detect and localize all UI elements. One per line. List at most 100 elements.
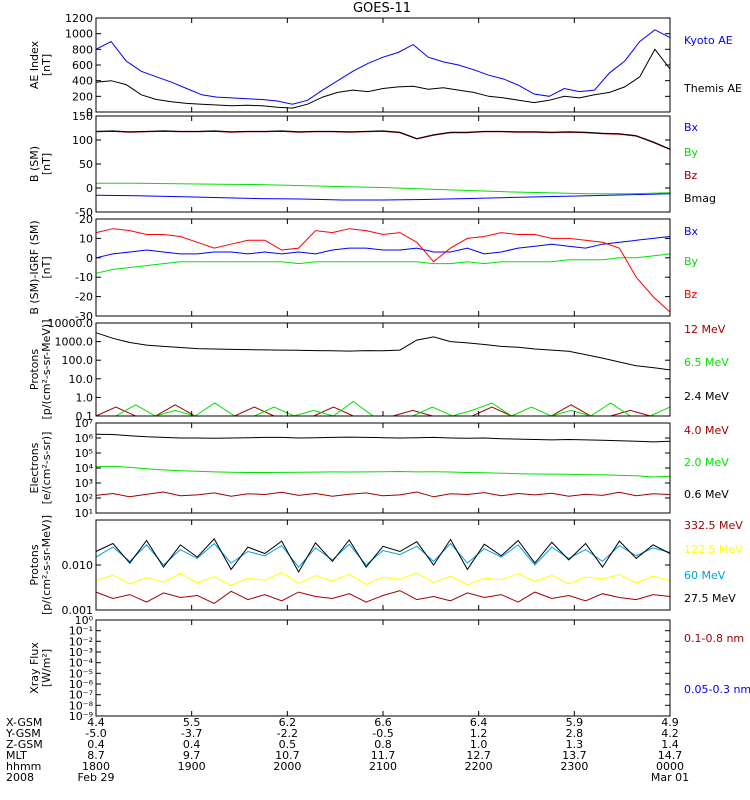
y-tick-label: 1200 — [65, 12, 93, 25]
x-axis-value: 4.2 — [661, 727, 679, 740]
panel-frame — [95, 619, 671, 717]
panel-frame — [95, 17, 671, 113]
y-tick-label: 10⁻⁹ — [69, 710, 93, 723]
x-axis-row-label: 2008 — [6, 771, 34, 784]
series-line-bmag — [95, 130, 671, 150]
x-axis-row-label: MLT — [6, 749, 27, 762]
y-axis-label: Protons — [28, 544, 41, 585]
y-axis-label: [e/(cm²-s-sr)] — [40, 432, 53, 505]
x-axis-value: -5.0 — [85, 727, 106, 740]
legend-332-5-mev: 332.5 MeV — [684, 519, 743, 532]
x-axis-table: X-GSM 4.4 5.5 6.2 6.6 6.4 5.9 4.9 Y-GSM -5.0 -3.7 -… — [5, 716, 689, 784]
y-tick-label: 10 — [79, 232, 93, 245]
y-tick-label: -10 — [75, 271, 93, 284]
legend-60-mev: 60 MeV — [684, 569, 726, 582]
legend-122-5-mev: 122.5 MeV — [684, 543, 743, 556]
x-axis-value: 2000 — [273, 760, 301, 773]
legend-0-1-0-8-nm: 0.1-0.8 nm — [684, 632, 744, 645]
y-axis-label: Xray Flux — [28, 642, 41, 694]
x-axis-value: 6.2 — [279, 716, 297, 729]
y-tick-label: 10⁶ — [75, 432, 94, 445]
y-tick-label: 50 — [79, 158, 93, 171]
panel-6: 0.001 0.010 332.5 MeV 122.5 MeV 60 MeV 27.5 M… — [28, 515, 743, 617]
y-tick-label: 20 — [79, 213, 93, 226]
x-axis-value: 1.0 — [470, 738, 488, 751]
y-tick-label: 0 — [86, 106, 93, 119]
x-axis-value: 0.4 — [183, 738, 201, 751]
series-line-0-6-mev — [95, 433, 671, 443]
x-axis-value: 0.8 — [374, 738, 392, 751]
y-axis-label: B (SM) — [28, 146, 41, 182]
y-tick-label: 10⁻⁷ — [69, 689, 93, 702]
series-line-bx — [95, 236, 671, 259]
x-axis-value: 1900 — [178, 760, 206, 773]
y-tick-label: 0.001 — [62, 604, 94, 617]
series-line-27-5-mev — [95, 538, 671, 574]
x-axis-value: 0.5 — [279, 738, 297, 751]
x-axis-value: 6.6 — [374, 716, 392, 729]
y-tick-label: -50 — [75, 206, 93, 219]
legend-bx: Bx — [684, 225, 699, 238]
series-line-122-5-mev — [95, 571, 671, 587]
y-tick-label: 10⁻² — [69, 635, 93, 648]
series-line-kyoto-ae — [95, 29, 671, 105]
series-line-2-4-mev — [95, 332, 671, 371]
x-axis-row-label: Y-GSM — [5, 727, 41, 740]
y-tick-label: 600 — [72, 59, 93, 72]
x-axis-value: 2200 — [465, 760, 493, 773]
panel-frame — [95, 322, 671, 417]
legend-6-5-mev: 6.5 MeV — [684, 356, 729, 369]
x-axis-value: -3.7 — [181, 727, 202, 740]
y-tick-label: 10.0 — [69, 373, 94, 386]
y-tick-label: 10⁻⁶ — [69, 678, 94, 691]
y-tick-label: 0.1 — [76, 410, 94, 423]
panel-3: -30 -20 -10 0 10 20 Bx By Bz B (SM)-IGRF (SM) [nT] — [28, 213, 699, 323]
x-axis-value: 13.7 — [562, 749, 587, 762]
x-axis-row-label: Z-GSM — [6, 738, 43, 751]
x-axis-value: 11.7 — [371, 749, 396, 762]
y-tick-label: 1000.0 — [55, 336, 94, 349]
y-axis-label: Electrons — [28, 442, 41, 493]
x-axis-value: 2100 — [369, 760, 397, 773]
series-line-themis-ae — [95, 48, 671, 109]
y-axis-label: [W/m²] — [40, 649, 53, 687]
panel-frame — [95, 519, 671, 611]
x-axis-value: 1800 — [82, 760, 110, 773]
y-axis-label: [nT] — [40, 153, 53, 175]
panel-frame — [95, 218, 671, 317]
series-line-by — [95, 253, 671, 274]
series-line-bz — [95, 228, 671, 313]
legend-bz: Bz — [684, 288, 698, 301]
y-tick-label: 100 — [72, 134, 93, 147]
panel-frame — [95, 422, 671, 514]
y-tick-label: 100.0 — [62, 354, 94, 367]
y-axis-label: [nT] — [40, 54, 53, 76]
y-tick-label: 10⁻³ — [69, 646, 93, 659]
legend-by: By — [684, 146, 699, 159]
x-axis-value: 1.3 — [566, 738, 584, 751]
x-axis-value: 1.2 — [470, 727, 488, 740]
x-axis-value: 0.4 — [87, 738, 105, 751]
series-line-60-mev — [95, 542, 671, 568]
legend-bmag: Bmag — [684, 192, 716, 205]
legend-0-05-0-3-nm: 0.05-0.3 nm — [684, 683, 750, 696]
legend-bz: Bz — [684, 169, 698, 182]
legend-bx: Bx — [684, 121, 699, 134]
y-axis-label: B (SM)-IGRF (SM) — [28, 220, 41, 314]
x-axis-value: 1.4 — [661, 738, 679, 751]
y-tick-label: 1.0 — [76, 391, 94, 404]
legend-4-0-mev: 4.0 MeV — [684, 424, 729, 437]
y-tick-label: 10⁻⁴ — [69, 657, 94, 670]
y-tick-label: 10³ — [75, 477, 93, 490]
y-tick-label: 150 — [72, 110, 93, 123]
x-axis-value: 2.8 — [566, 727, 584, 740]
x-axis-value: 4.9 — [661, 716, 679, 729]
series-line-bx — [95, 193, 671, 201]
x-axis-value: 9.7 — [183, 749, 201, 762]
legend-2-4-mev: 2.4 MeV — [684, 390, 729, 403]
y-tick-label: 10⁻⁸ — [69, 699, 94, 712]
legend-kyoto-ae: Kyoto AE — [684, 34, 733, 47]
legend-0-6-mev: 0.6 MeV — [684, 488, 729, 501]
x-axis-value: -0.5 — [372, 727, 393, 740]
